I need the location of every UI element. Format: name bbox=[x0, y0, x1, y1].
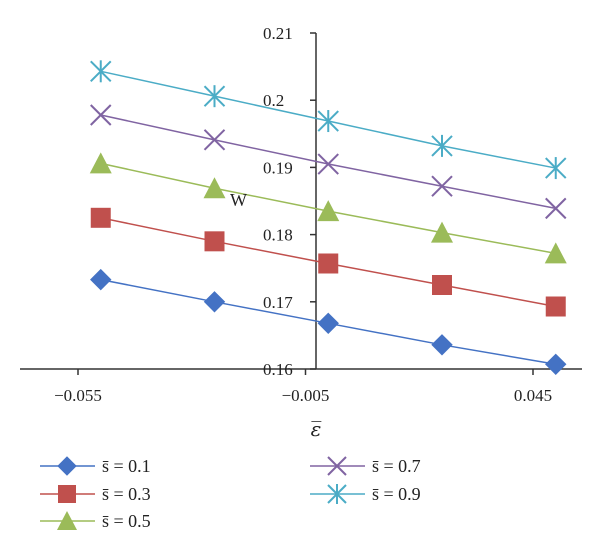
x-marker-stroke bbox=[90, 104, 112, 126]
legend-item: s̄ = 0.5 bbox=[40, 511, 151, 531]
x-tick-label: −0.055 bbox=[54, 386, 102, 405]
x-marker bbox=[431, 175, 453, 197]
y-tick-label: 0.2 bbox=[263, 91, 284, 110]
y-tick-label: 0.19 bbox=[263, 158, 293, 177]
diamond-marker bbox=[203, 291, 226, 313]
triangle-marker bbox=[317, 200, 340, 222]
x-marker bbox=[327, 456, 347, 476]
diamond-marker bbox=[57, 456, 77, 476]
star-marker bbox=[203, 85, 226, 108]
triangle-marker bbox=[57, 511, 77, 530]
y-tick-label: 0.16 bbox=[263, 360, 293, 379]
triangle-marker bbox=[431, 221, 453, 243]
legend-label: s̄ = 0.1 bbox=[102, 456, 151, 476]
legend-label: s̄ = 0.7 bbox=[372, 456, 421, 476]
series bbox=[90, 104, 567, 220]
x-marker-stroke bbox=[545, 197, 567, 220]
square-marker bbox=[432, 275, 452, 295]
x-axis-title: ε̅ bbox=[311, 417, 322, 441]
star-marker bbox=[90, 60, 112, 83]
legend-item: s̄ = 0.3 bbox=[40, 484, 151, 504]
diamond-marker bbox=[317, 312, 339, 335]
x-tick-label: −0.005 bbox=[282, 386, 330, 405]
series-layer bbox=[89, 60, 567, 376]
x-marker-stroke bbox=[203, 129, 226, 151]
x-marker-stroke bbox=[431, 175, 453, 197]
diamond-marker bbox=[545, 353, 567, 376]
square-marker bbox=[58, 485, 76, 503]
legend-label: s̄ = 0.3 bbox=[102, 484, 151, 504]
y-tick-label: 0.21 bbox=[263, 24, 293, 43]
y-tick-label: 0.18 bbox=[263, 226, 293, 245]
legend-item: s̄ = 0.7 bbox=[310, 456, 421, 476]
legend: s̄ = 0.1 s̄ = 0.3 s̄ = 0.5 s̄ = 0.7 s̄ = 0.9 bbox=[40, 456, 421, 531]
series bbox=[90, 207, 566, 317]
x-marker-stroke bbox=[317, 153, 339, 175]
star-marker bbox=[327, 484, 347, 504]
axes bbox=[20, 32, 582, 375]
triangle-marker bbox=[89, 152, 112, 174]
diamond-marker bbox=[431, 334, 453, 356]
x-marker bbox=[203, 129, 226, 151]
triangle-marker bbox=[544, 242, 567, 264]
y-axis-title: W bbox=[230, 190, 247, 210]
x-marker bbox=[317, 153, 339, 175]
square-marker bbox=[545, 296, 566, 317]
legend-item: s̄ = 0.1 bbox=[40, 456, 151, 476]
series bbox=[89, 152, 567, 264]
square-marker bbox=[204, 231, 225, 252]
diamond-marker bbox=[90, 268, 112, 291]
x-marker bbox=[545, 197, 567, 220]
legend-label: s̄ = 0.9 bbox=[372, 484, 421, 504]
legend-item: s̄ = 0.9 bbox=[310, 484, 421, 504]
x-marker-stroke bbox=[327, 456, 347, 476]
tick-labels: −0.055 −0.005 0.045 0.16 0.17 0.18 0.19 0.2 0.21 bbox=[54, 24, 552, 405]
series bbox=[90, 268, 567, 376]
square-marker bbox=[90, 207, 111, 228]
square-marker bbox=[318, 253, 339, 274]
star-marker bbox=[431, 134, 453, 157]
legend-label: s̄ = 0.5 bbox=[102, 511, 151, 531]
star-marker bbox=[545, 157, 567, 180]
star-marker bbox=[317, 110, 339, 133]
triangle-marker bbox=[203, 177, 226, 199]
x-marker bbox=[90, 104, 112, 126]
y-tick-label: 0.17 bbox=[263, 293, 293, 312]
series bbox=[90, 60, 567, 180]
x-tick-label: 0.045 bbox=[514, 386, 552, 405]
